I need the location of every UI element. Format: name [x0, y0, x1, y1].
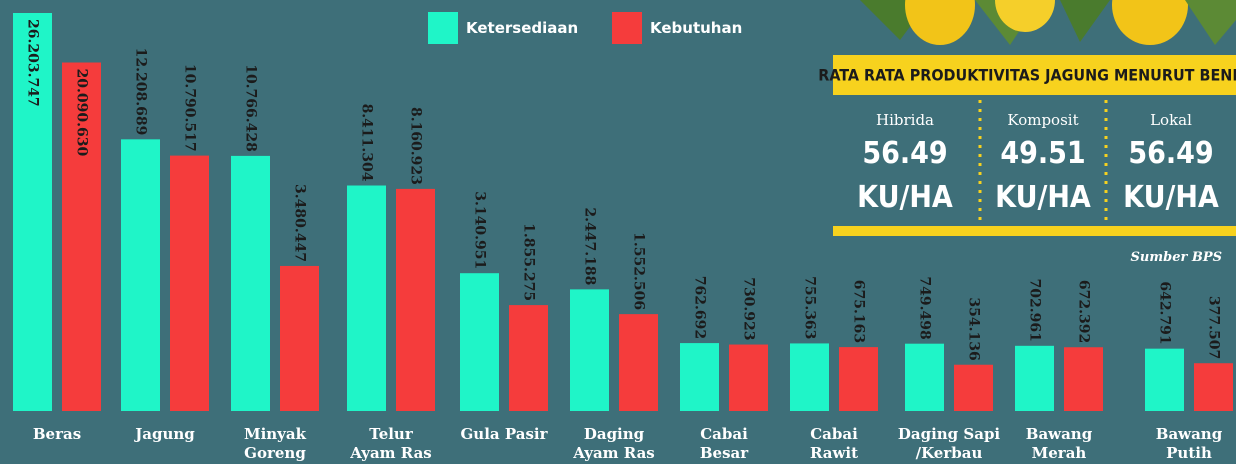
- x-tick-label: /Kerbau: [916, 444, 983, 462]
- bar: [954, 365, 993, 411]
- bar: [1064, 347, 1103, 411]
- x-tick-label: Gula Pasir: [461, 425, 549, 443]
- item-label: Lokal: [1150, 111, 1192, 129]
- item-value: 56.49: [1128, 136, 1213, 171]
- legend-swatch: [428, 12, 458, 44]
- value-label: 702.961: [1027, 278, 1043, 341]
- x-tick-label: Besar: [700, 444, 749, 462]
- value-label: 10.766.428: [243, 64, 259, 152]
- value-label: 8.160.923: [408, 107, 424, 185]
- value-label: 675.163: [851, 280, 867, 343]
- value-label: 8.411.304: [359, 104, 375, 182]
- x-tick-label: Minyak: [244, 425, 307, 443]
- bar: [680, 343, 719, 411]
- value-label: 730.923: [741, 277, 757, 340]
- bar: [121, 139, 160, 411]
- value-label: 755.363: [802, 276, 818, 339]
- item-label: Hibrida: [876, 111, 934, 129]
- bar: [509, 305, 548, 411]
- value-label: 642.791: [1157, 281, 1173, 344]
- item-value: 49.51: [1000, 136, 1085, 171]
- source: Sumber BPS: [1131, 250, 1222, 265]
- value-label: 3.140.951: [472, 191, 488, 269]
- value-label: 1.855.275: [521, 223, 537, 301]
- x-tick-label: Merah: [1032, 444, 1087, 462]
- value-label: 10.790.517: [182, 64, 198, 152]
- bar: [347, 186, 386, 411]
- chart: RATA RATA PRODUKTIVITAS JAGUNG MENURUT B…: [0, 0, 1236, 464]
- legend-label: Ketersediaan: [466, 19, 578, 37]
- bar: [839, 347, 878, 411]
- x-tick-label: Ayam Ras: [349, 444, 432, 462]
- bar: [1015, 346, 1054, 411]
- x-tick-label: Cabai: [700, 425, 748, 443]
- value-label: 3.480.447: [292, 184, 308, 262]
- x-tick-label: Daging: [584, 425, 645, 443]
- item-unit: KU/HA: [857, 180, 953, 215]
- value-label: 20.090.630: [74, 69, 90, 157]
- x-tick-label: Jagung: [133, 425, 195, 443]
- value-label: 12.208.689: [133, 48, 149, 136]
- legend-label: Kebutuhan: [650, 19, 742, 37]
- bar: [905, 344, 944, 411]
- value-label: 1.552.506: [631, 232, 647, 310]
- bar: [570, 289, 609, 411]
- item-value: 56.49: [862, 136, 947, 171]
- bar: [790, 343, 829, 411]
- x-tick-label: Telur: [369, 425, 414, 443]
- x-tick-label: Rawit: [810, 444, 858, 462]
- bar: [1194, 363, 1233, 411]
- bar: [1145, 349, 1184, 411]
- value-label: 672.392: [1076, 280, 1092, 343]
- x-tick-label: Bawang: [1026, 425, 1093, 443]
- bar: [396, 189, 435, 411]
- panel-band: [833, 226, 1236, 236]
- bar: [170, 156, 209, 411]
- item-unit: KU/HA: [1123, 180, 1219, 215]
- bar: [231, 156, 270, 411]
- bar: [460, 273, 499, 411]
- bar: [280, 266, 319, 411]
- value-label: 354.136: [966, 297, 982, 360]
- item-label: Komposit: [1007, 111, 1078, 129]
- value-label: 377.507: [1206, 296, 1222, 359]
- x-tick-label: Putih: [1166, 444, 1212, 462]
- value-label: 749.498: [917, 276, 933, 339]
- bar: [729, 345, 768, 411]
- bar: [619, 314, 658, 411]
- x-tick-label: Daging Sapi: [898, 425, 1001, 443]
- x-tick-label: Cabai: [810, 425, 858, 443]
- value-label: 26.203.747: [25, 19, 41, 107]
- legend-swatch: [612, 12, 642, 44]
- panel-title: RATA RATA PRODUKTIVITAS JAGUNG MENURUT B…: [818, 66, 1236, 85]
- x-tick-label: Ayam Ras: [572, 444, 655, 462]
- x-tick-label: Goreng: [244, 444, 306, 462]
- value-label: 2.447.188: [582, 207, 598, 285]
- x-tick-label: Bawang: [1156, 425, 1223, 443]
- x-tick-label: Beras: [33, 425, 81, 443]
- corn-decoration: [860, 0, 1236, 45]
- item-unit: KU/HA: [995, 180, 1091, 215]
- value-label: 762.692: [692, 276, 708, 339]
